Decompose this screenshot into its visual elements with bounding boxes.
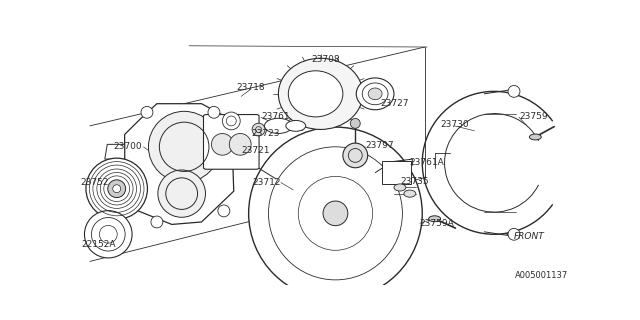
Polygon shape bbox=[105, 144, 125, 159]
Text: FRONT: FRONT bbox=[514, 232, 545, 241]
Ellipse shape bbox=[113, 185, 121, 193]
Ellipse shape bbox=[508, 228, 520, 240]
Ellipse shape bbox=[368, 88, 382, 100]
FancyBboxPatch shape bbox=[204, 115, 259, 169]
Ellipse shape bbox=[508, 85, 520, 97]
Ellipse shape bbox=[222, 112, 240, 130]
Ellipse shape bbox=[429, 216, 440, 222]
Ellipse shape bbox=[343, 143, 368, 168]
Ellipse shape bbox=[529, 134, 541, 140]
Ellipse shape bbox=[148, 111, 220, 182]
Polygon shape bbox=[125, 104, 234, 224]
Ellipse shape bbox=[108, 180, 125, 197]
Text: 23735: 23735 bbox=[400, 177, 429, 186]
Text: 23718: 23718 bbox=[237, 83, 266, 92]
Text: 23761: 23761 bbox=[261, 111, 290, 121]
Ellipse shape bbox=[86, 158, 147, 219]
Text: 23712: 23712 bbox=[252, 178, 281, 187]
Text: 23761A: 23761A bbox=[410, 158, 445, 167]
Text: 22152A: 22152A bbox=[81, 240, 116, 249]
Ellipse shape bbox=[404, 190, 416, 197]
Text: 23797: 23797 bbox=[365, 141, 394, 150]
Text: 23759A: 23759A bbox=[420, 219, 454, 228]
Ellipse shape bbox=[208, 107, 220, 118]
Ellipse shape bbox=[211, 133, 233, 155]
FancyBboxPatch shape bbox=[381, 161, 411, 184]
Ellipse shape bbox=[158, 170, 205, 217]
Text: 23708: 23708 bbox=[311, 55, 340, 64]
Ellipse shape bbox=[218, 205, 230, 217]
Text: 23721: 23721 bbox=[241, 146, 269, 155]
Text: 23723: 23723 bbox=[251, 129, 280, 138]
Ellipse shape bbox=[286, 120, 306, 131]
Ellipse shape bbox=[248, 127, 422, 300]
Ellipse shape bbox=[350, 118, 360, 128]
Ellipse shape bbox=[394, 184, 406, 191]
Ellipse shape bbox=[84, 211, 132, 258]
Ellipse shape bbox=[264, 118, 292, 133]
Text: 23700: 23700 bbox=[113, 142, 142, 151]
Ellipse shape bbox=[252, 123, 265, 136]
Ellipse shape bbox=[289, 71, 343, 117]
Ellipse shape bbox=[356, 78, 394, 110]
Ellipse shape bbox=[141, 107, 153, 118]
Text: 23752: 23752 bbox=[80, 178, 109, 187]
Text: 23727: 23727 bbox=[380, 99, 408, 108]
Ellipse shape bbox=[278, 58, 363, 130]
Text: 23730: 23730 bbox=[440, 120, 468, 129]
Text: A005001137: A005001137 bbox=[515, 271, 568, 280]
Ellipse shape bbox=[323, 201, 348, 226]
Ellipse shape bbox=[151, 216, 163, 228]
Text: 23759: 23759 bbox=[519, 111, 548, 121]
Ellipse shape bbox=[229, 133, 251, 155]
